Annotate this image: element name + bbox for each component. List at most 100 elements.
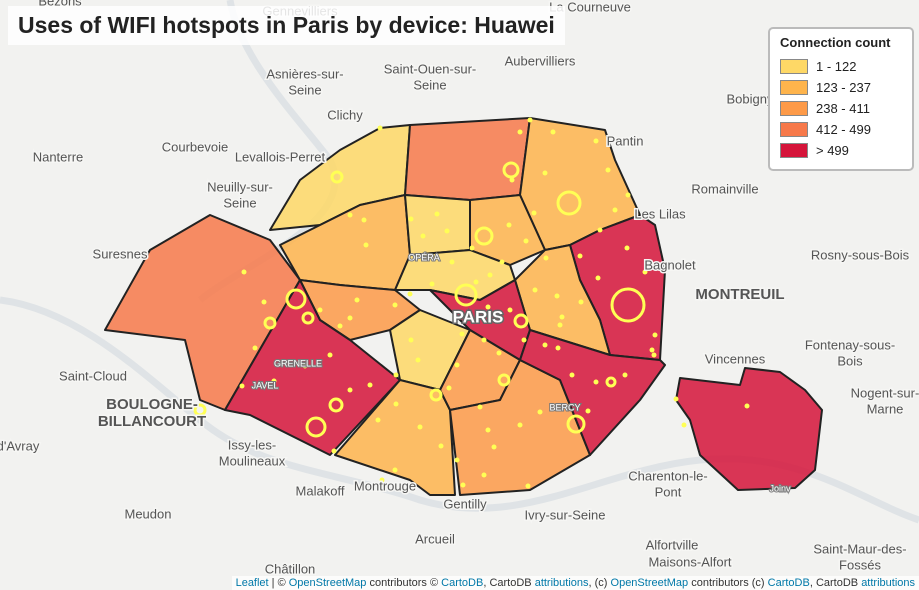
- hotspot[interactable]: [513, 313, 529, 329]
- hotspot[interactable]: [263, 316, 277, 330]
- attribution-link[interactable]: Leaflet: [235, 577, 269, 589]
- hotspot[interactable]: [595, 275, 601, 281]
- hotspot[interactable]: [497, 373, 511, 387]
- hotspot[interactable]: [469, 245, 475, 251]
- hotspot[interactable]: [429, 281, 435, 287]
- hotspot[interactable]: [317, 307, 323, 313]
- hotspot[interactable]: [525, 483, 531, 489]
- hotspot[interactable]: [577, 253, 583, 259]
- hotspot[interactable]: [744, 403, 750, 409]
- hotspot[interactable]: [605, 376, 617, 388]
- hotspot[interactable]: [585, 408, 591, 414]
- hotspot[interactable]: [446, 385, 452, 391]
- hotspot[interactable]: [301, 311, 315, 325]
- hotspot[interactable]: [578, 299, 584, 305]
- attribution-link[interactable]: OpenStreetMap: [610, 577, 689, 589]
- attribution-link[interactable]: attributions: [534, 577, 589, 589]
- hotspot[interactable]: [377, 125, 383, 131]
- hotspot[interactable]: [454, 362, 460, 368]
- hotspot[interactable]: [363, 242, 369, 248]
- hotspot[interactable]: [327, 352, 333, 358]
- hotspot[interactable]: [429, 388, 443, 402]
- hotspot[interactable]: [559, 314, 565, 320]
- attribution-link[interactable]: CartoDB: [441, 577, 484, 589]
- hotspot[interactable]: [393, 401, 399, 407]
- hotspot[interactable]: [331, 448, 337, 454]
- hotspot[interactable]: [521, 337, 527, 343]
- hotspot[interactable]: [417, 424, 423, 430]
- attribution-link[interactable]: OpenStreetMap: [288, 577, 367, 589]
- hotspot[interactable]: [454, 457, 460, 463]
- hotspot[interactable]: [612, 207, 618, 213]
- hotspot[interactable]: [597, 227, 603, 233]
- hotspot[interactable]: [454, 283, 478, 307]
- hotspot[interactable]: [392, 302, 398, 308]
- hotspot[interactable]: [502, 161, 520, 179]
- hotspot[interactable]: [438, 443, 444, 449]
- hotspot[interactable]: [642, 269, 648, 275]
- hotspot[interactable]: [517, 129, 523, 135]
- hotspot[interactable]: [496, 350, 502, 356]
- hotspot[interactable]: [566, 414, 586, 434]
- hotspot[interactable]: [681, 422, 687, 428]
- hotspot[interactable]: [537, 409, 543, 415]
- hotspot[interactable]: [347, 315, 353, 321]
- hotspot[interactable]: [625, 192, 631, 198]
- hotspot[interactable]: [392, 467, 398, 473]
- hotspot[interactable]: [487, 272, 493, 278]
- hotspot[interactable]: [499, 259, 505, 265]
- hotspot[interactable]: [556, 190, 582, 216]
- hotspot[interactable]: [543, 255, 549, 261]
- hotspot[interactable]: [481, 337, 487, 343]
- hotspot[interactable]: [354, 297, 360, 303]
- hotspot[interactable]: [420, 233, 426, 239]
- hotspot[interactable]: [517, 422, 523, 428]
- hotspot[interactable]: [367, 382, 373, 388]
- hotspot[interactable]: [523, 238, 529, 244]
- attribution-link[interactable]: CartoDB: [767, 577, 810, 589]
- hotspot[interactable]: [449, 259, 455, 265]
- hotspot[interactable]: [302, 363, 308, 369]
- hotspot[interactable]: [485, 427, 491, 433]
- hotspot[interactable]: [408, 216, 414, 222]
- hotspot[interactable]: [444, 228, 450, 234]
- hotspot[interactable]: [252, 345, 258, 351]
- hotspot[interactable]: [491, 444, 497, 450]
- hotspot[interactable]: [651, 352, 657, 358]
- hotspot[interactable]: [673, 396, 679, 402]
- hotspot[interactable]: [531, 210, 537, 216]
- hotspot[interactable]: [415, 357, 421, 363]
- hotspot[interactable]: [542, 170, 548, 176]
- hotspot[interactable]: [473, 279, 479, 285]
- hotspot[interactable]: [305, 416, 327, 438]
- hotspot[interactable]: [241, 269, 247, 275]
- hotspot[interactable]: [407, 291, 413, 297]
- hotspot[interactable]: [337, 323, 343, 329]
- hotspot[interactable]: [649, 347, 655, 353]
- hotspot[interactable]: [593, 138, 599, 144]
- hotspot[interactable]: [506, 222, 512, 228]
- hotspot[interactable]: [239, 383, 245, 389]
- hotspot[interactable]: [652, 332, 658, 338]
- hotspot[interactable]: [460, 482, 466, 488]
- hotspot[interactable]: [605, 167, 611, 173]
- hotspot[interactable]: [347, 387, 353, 393]
- hotspot[interactable]: [271, 378, 277, 384]
- hotspot[interactable]: [477, 404, 483, 410]
- hotspot[interactable]: [485, 304, 491, 310]
- hotspot[interactable]: [610, 287, 646, 323]
- hotspot[interactable]: [507, 307, 513, 313]
- hotspot[interactable]: [393, 372, 399, 378]
- hotspot[interactable]: [624, 245, 630, 251]
- hotspot[interactable]: [554, 293, 560, 299]
- hotspot[interactable]: [375, 417, 381, 423]
- hotspot[interactable]: [361, 217, 367, 223]
- hotspot[interactable]: [459, 331, 465, 337]
- hotspot[interactable]: [557, 322, 563, 328]
- hotspot[interactable]: [193, 403, 207, 417]
- hotspot[interactable]: [509, 177, 515, 183]
- hotspot[interactable]: [555, 345, 561, 351]
- hotspot[interactable]: [328, 397, 344, 413]
- hotspot[interactable]: [330, 170, 344, 184]
- hotspot[interactable]: [408, 337, 414, 343]
